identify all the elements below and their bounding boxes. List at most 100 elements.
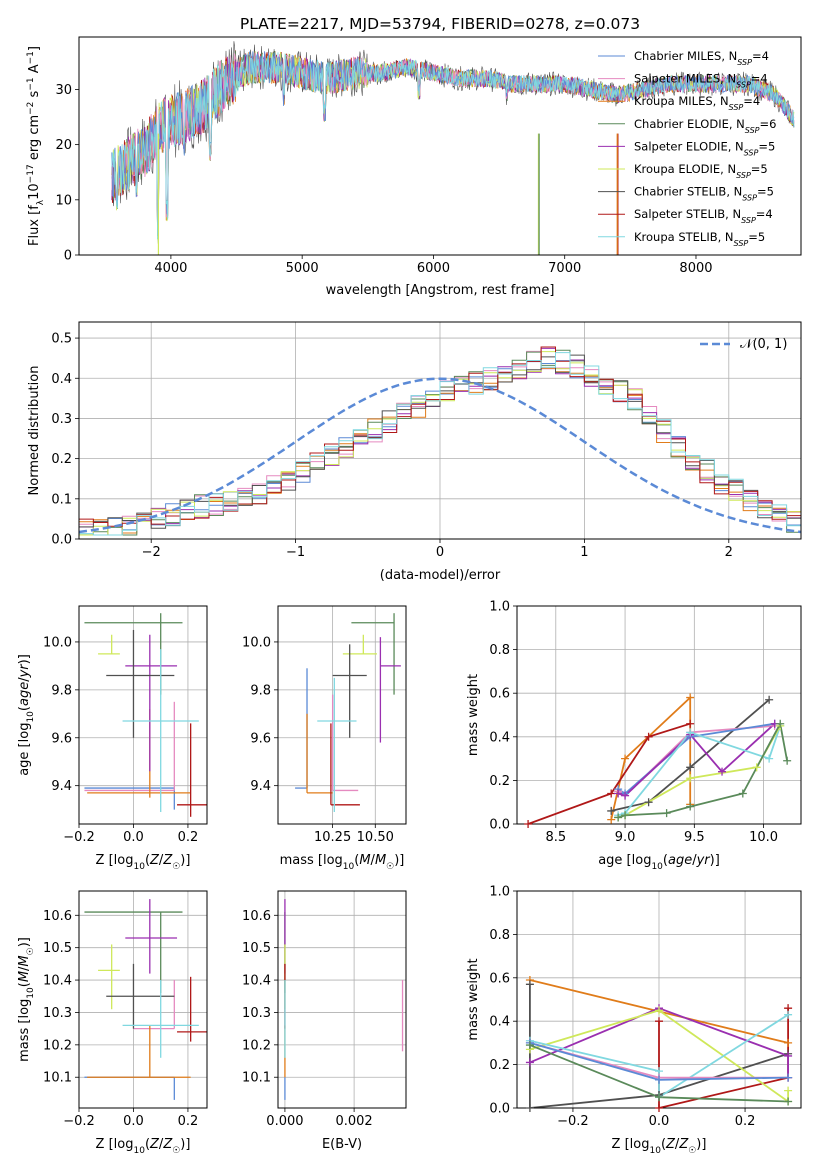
y-axis-label-part: ( (17, 982, 32, 987)
axes-frame (78, 605, 208, 825)
spectrum-panel: 4000 5000 6000 7000 8000 0 10 20 30 wavelength [A… (26, 36, 802, 298)
legend-label-part: SSP (734, 238, 749, 247)
legend-label-part: =5 (757, 185, 774, 199)
y-axis-label-part: M (17, 971, 32, 982)
x-tick-label: −0.2 (63, 830, 95, 845)
y-axis-label-part: ( (17, 706, 32, 711)
y-tick-label: 10 (55, 193, 72, 208)
x-axis-label: (data-model)/error (380, 568, 501, 583)
x-axis-label-part: M (359, 853, 370, 868)
x-axis-label-part: Z (665, 1137, 676, 1152)
legend-label: Chabrier MILES, NSSP=4 (634, 49, 769, 67)
weight-marker (621, 791, 630, 800)
legend-label-part: SSP (736, 80, 751, 89)
weight-marker (524, 820, 533, 828)
weight-marker (655, 1093, 663, 1102)
y-tick-label: 0.2 (489, 1058, 510, 1073)
x-axis-label-part: )] (394, 853, 404, 868)
weight-marker (525, 1041, 534, 1050)
y-tick-label: 10.3 (43, 1006, 72, 1021)
y-axis-label-part: / (17, 966, 32, 971)
x-axis-label-part: ( (145, 1137, 150, 1152)
y-tick-label: 0.1 (51, 492, 72, 507)
y-axis-label-part: −1 (26, 77, 36, 90)
y-tick-label: 0.0 (489, 1102, 510, 1117)
x-axis-label-part: E(B-V) (322, 1137, 362, 1152)
y-tick-label: 30 (55, 83, 72, 98)
y-axis-label: mass weight (466, 958, 481, 1040)
y-axis-label-part: A (27, 64, 42, 77)
x-axis-label: Z [log10(Z/Z☉)] (96, 853, 191, 872)
weight-marker (765, 754, 774, 763)
x-tick-label: 0.0 (649, 1114, 670, 1129)
legend-label-part: =5 (751, 162, 768, 176)
y-tick-label: 0.8 (489, 928, 510, 943)
x-tick-label: 9.5 (684, 830, 705, 845)
y-axis-label-part: )] (17, 654, 32, 664)
weight-vs-z-panel: −0.2 0.0 0.20.00.20.40.60.81.0Z [log10(Z/Z… (466, 885, 802, 1156)
y-axis-label-part: mass weight (466, 674, 481, 756)
y-axis-label-part: age [log (17, 723, 32, 776)
mass-vs-z-panel: −0.2 0.0 0.2 10.1 10.2 10.3 10.4 10.5 10.6 Z [log… (17, 890, 208, 1156)
x-axis-label: E(B-V) (322, 1137, 362, 1152)
legend-label-part: SSP (744, 148, 759, 157)
y-tick-label: 0.3 (51, 412, 72, 427)
y-tick-label: 0.2 (51, 452, 72, 467)
legend-label-part: Salpeter STELIB, N (634, 207, 741, 221)
weight-marker (621, 754, 630, 763)
legend-label-part: =5 (758, 139, 775, 153)
weight-marker (686, 728, 695, 737)
y-tick-label: 10.5 (43, 941, 72, 956)
x-tick-label: 4000 (154, 261, 187, 276)
weight-marker (686, 719, 695, 728)
legend-label: Salpeter STELIB, NSSP=4 (634, 207, 773, 225)
legend-label-part: =5 (748, 230, 765, 244)
chart-title: PLATE=2217, MJD=53794, FIBERID=0278, z=0… (240, 15, 640, 33)
x-axis-label: age [log10(age/yr)] (598, 853, 720, 872)
legend-label-part: Kroupa ELODIE, N (634, 162, 736, 176)
y-tick-label: 1.0 (489, 885, 510, 900)
x-axis-label-part: (data-model)/error (380, 568, 501, 583)
y-axis-label-part: Flux [f (27, 205, 42, 246)
weight-line-salpeter-stelib (527, 722, 691, 824)
y-axis-label-part: −17 (26, 164, 36, 183)
y-axis-label-part: −2 (26, 102, 36, 115)
y-tick-label: 10.0 (43, 635, 72, 650)
plot-area (295, 613, 401, 813)
legend-label-part: =4 (743, 94, 760, 108)
weight-marker (686, 802, 695, 811)
weight-marker (655, 1075, 663, 1084)
y-tick-label: 0.2 (489, 774, 510, 789)
legend-label: Kroupa STELIB, NSSP=5 (634, 230, 765, 248)
x-axis-label-part: / (692, 853, 697, 868)
y-axis-label-part: ] (27, 46, 42, 51)
weight-marker (614, 789, 623, 798)
y-axis-label-part: M (17, 955, 32, 966)
x-axis-label-part: / (159, 853, 164, 868)
weight-marker (644, 798, 653, 807)
y-axis-label-part: −1 (26, 51, 36, 64)
x-axis-label-part: wavelength [Angstrom, rest frame] (326, 283, 555, 298)
x-tick-label: −1 (286, 545, 305, 560)
legend-label: Salpeter MILES, NSSP=4 (634, 72, 768, 90)
weight-marker (607, 815, 616, 824)
x-tick-label: 2 (725, 545, 733, 560)
spectrum-legend: Chabrier MILES, NSSP=4 Salpeter MILES, NS… (598, 49, 776, 247)
gaussian-legend-label: 𝒩(0, 1) (740, 337, 787, 352)
weight-marker (607, 806, 616, 815)
axes-frame (78, 890, 208, 1109)
y-tick-label: 0.8 (489, 643, 510, 658)
weight-marker (765, 695, 774, 704)
x-axis-label: Z [log10(Z/Z☉)] (612, 1137, 707, 1156)
x-tick-label: 10.0 (749, 830, 778, 845)
x-axis-label-part: ( (145, 853, 150, 868)
y-tick-label: 0.6 (489, 687, 510, 702)
legend-label: Chabrier ELODIE, NSSP=6 (634, 117, 776, 135)
x-axis-label-part: Z (162, 853, 173, 868)
x-axis-label-part: )] (710, 853, 720, 868)
x-tick-label: 0.0 (123, 830, 144, 845)
mass-vs-ebv-panel: 0.000 0.002 10.1 10.2 10.3 10.4 10.5 10.6 E(B-V) (242, 890, 407, 1152)
x-tick-label: 8.5 (545, 830, 566, 845)
y-tick-label: 9.8 (250, 683, 271, 698)
